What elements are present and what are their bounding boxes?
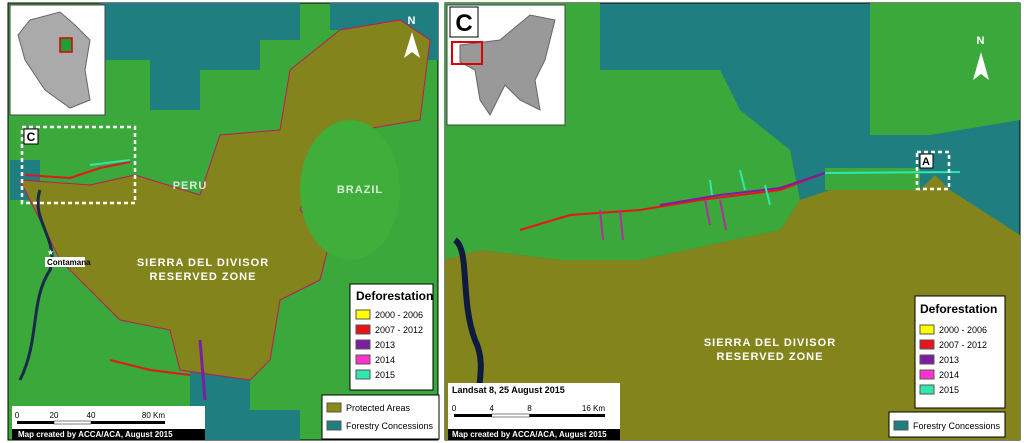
box-label-bg (919, 153, 934, 169)
scale-label: 0 (452, 404, 457, 413)
legend-swatch (919, 384, 935, 395)
legend-label: Protected Areas (346, 403, 411, 413)
deforestation-road (109, 359, 191, 376)
box-label: C (27, 130, 36, 144)
credit: Map created by ACCA/ACA, August 2015 (18, 430, 173, 439)
town-label: Contamana (47, 258, 91, 267)
forest (870, 3, 1020, 135)
scale-label: 80 Km (142, 411, 165, 420)
legend-swatch (919, 324, 935, 335)
zone-outline (459, 14, 556, 116)
legend-swatch (919, 339, 935, 350)
scale-label: 20 (50, 411, 59, 420)
scale-segment (454, 414, 492, 417)
legend-label: Forestry Concessions (913, 421, 1001, 431)
credit-bg (12, 429, 205, 440)
legend-swatch (326, 420, 342, 431)
scale-bar: 0 20 40 80 Km (15, 411, 165, 425)
legend-swatch (355, 309, 371, 320)
panel-label-bg (449, 6, 479, 38)
star: ★ (47, 248, 54, 257)
scale-segment (91, 421, 165, 424)
legend-items: 2000 - 2006 2007 - 2012 2013 2014 2015 (355, 309, 423, 380)
protected-area (445, 175, 1020, 440)
deforestation-road (824, 171, 961, 174)
legend-swatch (355, 324, 371, 335)
legend-label: 2015 (939, 385, 959, 395)
legend-swatch (355, 339, 371, 350)
legend-items: 2000 - 2006 2007 - 2012 2013 2014 2015 (919, 324, 987, 395)
legend-swatch (919, 354, 935, 365)
legend-label: 2000 - 2006 (939, 325, 987, 335)
scale-label: 4 (490, 404, 495, 413)
inset-extent (915, 150, 951, 191)
legend-label: Forestry Concessions (346, 421, 434, 431)
legend-label: 2000 - 2006 (375, 310, 423, 320)
legend-label: 2015 (375, 370, 395, 380)
deforestation-road (599, 199, 727, 241)
credit-bg (448, 429, 620, 440)
scale-segment (53, 420, 92, 425)
inset-extent (20, 125, 137, 205)
zone-label: RESERVED ZONE (150, 271, 257, 283)
country-label: PERU (173, 180, 208, 192)
scale-box (448, 383, 620, 429)
legend-label: 2007 - 2012 (375, 325, 423, 335)
zone-label: SIERRA DEL DIVISOR (137, 257, 269, 269)
north-arrow (973, 52, 989, 80)
credit: Map created by ACCA/ACA, August 2015 (452, 430, 607, 439)
scale-label: 8 (527, 404, 532, 413)
box-label-bg (23, 128, 39, 145)
panel-label: C (455, 10, 472, 37)
legend-swatch (919, 369, 935, 380)
north-arrow-label: N (408, 15, 417, 27)
legend-label: 2014 (939, 370, 959, 380)
right-map: C N A SIERRA DEL DIVISOR RESERVED ZONE D… (444, 2, 1021, 441)
north-arrow (404, 32, 420, 58)
town-label-bg (45, 257, 85, 267)
legend-title: Deforestation (356, 289, 433, 303)
deforestation-road (198, 339, 207, 401)
locator-box (59, 37, 73, 53)
imagery-label: Landsat 8, 25 August 2015 (452, 385, 565, 395)
country-label: BRAZIL (337, 184, 383, 196)
deforestation-road (89, 159, 131, 166)
zone-label: SIERRA DEL DIVISOR (704, 337, 836, 349)
forest (825, 168, 920, 190)
locator-box (451, 41, 483, 65)
concession (100, 3, 300, 110)
river (18, 189, 54, 381)
deforestation-road (519, 172, 826, 231)
legend-swatch (893, 420, 909, 431)
scale-bar: 0 4 8 16 Km (452, 404, 605, 418)
legend-label: 2013 (939, 355, 959, 365)
legend-title: Deforestation (920, 302, 997, 316)
forest (300, 120, 400, 260)
scale-label: 16 Km (582, 404, 605, 413)
north-arrow-label: N (977, 35, 986, 47)
legend-label: 2013 (375, 340, 395, 350)
scale-segment (17, 421, 54, 424)
scale-label: 40 (87, 411, 96, 420)
area-legend-items: Protected Areas Forestry Concessions (326, 402, 434, 431)
deforestation-road (709, 169, 771, 206)
scale-segment (529, 414, 605, 417)
scale-segment (491, 413, 530, 418)
left-map: N C PERU BRAZIL SIERRA DEL DIVISOR RESER… (7, 2, 440, 441)
box-label: A (922, 156, 930, 168)
deforestation-road (24, 161, 131, 180)
legend-label: 2007 - 2012 (939, 340, 987, 350)
legend-swatch (326, 402, 342, 413)
area-legend-items: Forestry Concessions (893, 420, 1001, 431)
legend-swatch (355, 369, 371, 380)
area-legend-box (321, 394, 440, 440)
zone-label: RESERVED ZONE (717, 351, 824, 363)
legend-swatch (355, 354, 371, 365)
country-outline (17, 11, 91, 109)
legend-label: 2014 (375, 355, 395, 365)
scale-label: 0 (15, 411, 20, 420)
deforestation-road (659, 172, 826, 206)
